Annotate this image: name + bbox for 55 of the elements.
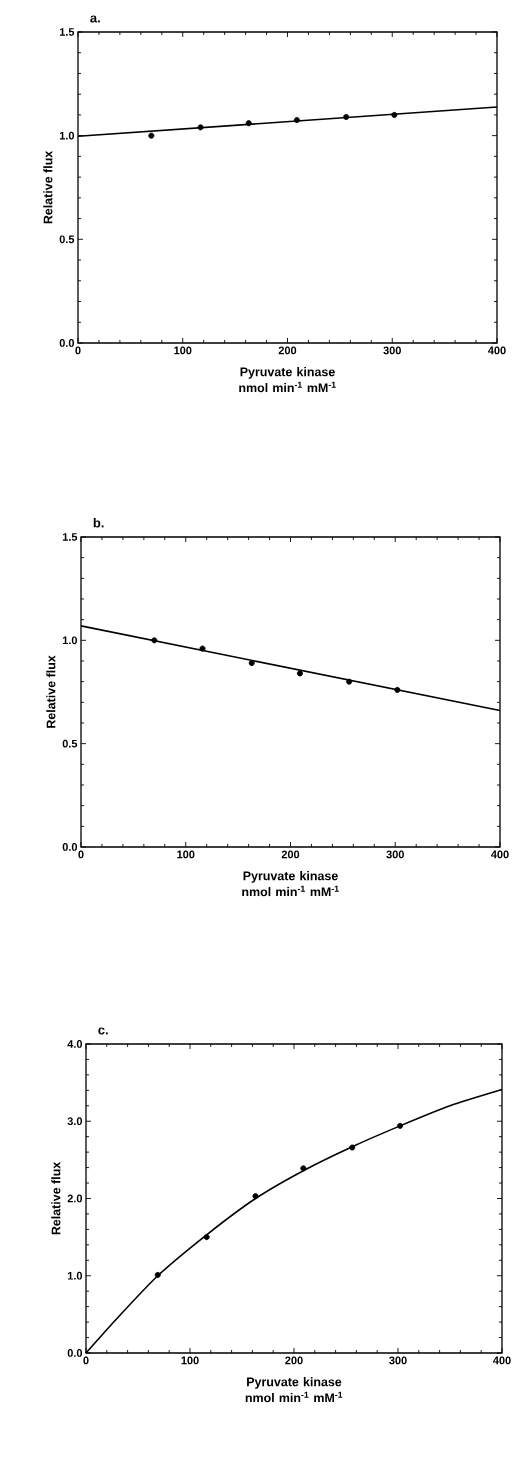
point (397, 1122, 404, 1129)
x-axis-title: Pyruvate kinase nmol min$^{-1}$ mM$^{-1}$ (242, 871, 339, 897)
point (349, 1144, 356, 1151)
point (252, 1193, 259, 1200)
point (293, 117, 300, 124)
x-tick-label: 200 (285, 1356, 303, 1365)
y-tick-label: 0.5 (62, 739, 78, 748)
x-tick-label: 300 (386, 850, 404, 859)
x-tick-label: 300 (389, 1356, 407, 1365)
y-tick-label: 0.0 (67, 1349, 83, 1357)
x-tick-label: 100 (177, 850, 195, 859)
point (203, 1234, 210, 1241)
y-tick-label: 0.0 (62, 843, 78, 851)
x-axis-title: Pyruvate kinase nmol min$^{-1}$ mM$^{-1}$ (245, 1377, 343, 1403)
point (197, 124, 204, 131)
point (248, 660, 255, 667)
point (296, 670, 303, 677)
y-axis-title: Relative flux (51, 1161, 61, 1235)
point (346, 678, 353, 685)
x-tick-label: 0 (83, 1356, 89, 1365)
y-tick-label: 1.5 (59, 28, 75, 36)
x-tick-label: 200 (281, 850, 300, 859)
x-axis-title: Pyruvate kinase nmol min$^{-1}$ mM$^{-1}$ (239, 367, 336, 393)
y-tick-label: 0.5 (59, 235, 75, 244)
y-axis-title: Relative flux (46, 655, 56, 728)
point (394, 686, 401, 693)
x-tick-label: 0 (78, 850, 84, 859)
x-tick-label: 400 (493, 1356, 511, 1365)
x-tick-label: 100 (181, 1356, 199, 1365)
y-tick-label: 1.0 (59, 131, 75, 140)
point (199, 645, 206, 652)
x-tick-label: 0 (75, 346, 81, 355)
y-tick-label: 1.0 (67, 1271, 83, 1280)
point (300, 1165, 307, 1172)
y-tick-label: 1.0 (62, 636, 78, 645)
point (154, 1271, 161, 1278)
point (245, 120, 252, 127)
chart-title: b. (93, 517, 104, 528)
x-tick-label: 400 (491, 850, 509, 859)
y-tick-label: 2.0 (67, 1194, 83, 1203)
point (148, 132, 155, 139)
x-tick-label: 300 (383, 346, 401, 355)
point (151, 637, 158, 644)
x-tick-label: 100 (174, 346, 192, 355)
x-tick-label: 200 (278, 346, 297, 355)
y-axis-title: Relative flux (43, 150, 53, 224)
chart-title: c. (98, 1027, 108, 1035)
y-tick-label: 3.0 (67, 1117, 83, 1126)
point (391, 111, 398, 118)
chart-title: a. (90, 15, 100, 23)
y-tick-label: 1.5 (62, 533, 78, 541)
point (343, 113, 350, 120)
y-tick-label: 0.0 (59, 339, 75, 347)
x-tick-label: 400 (488, 346, 506, 355)
y-tick-label: 4.0 (67, 1040, 83, 1048)
